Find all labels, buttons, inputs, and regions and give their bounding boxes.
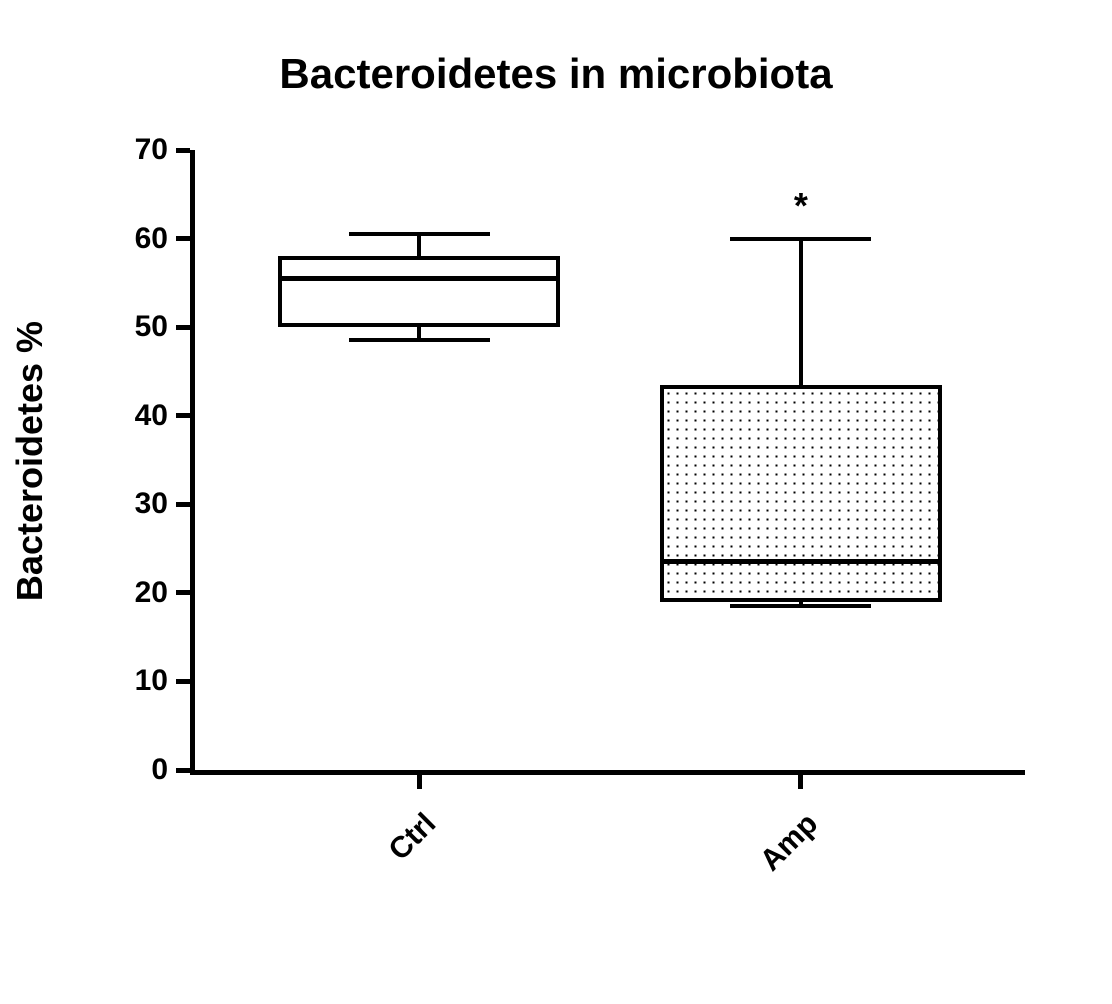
- y-tick: [176, 768, 190, 773]
- whisker-upper-stem: [799, 239, 803, 385]
- y-tick: [176, 236, 190, 241]
- whisker-upper-stem: [417, 234, 421, 256]
- chart-container: Bacteroidetes in microbiota Bacteroidete…: [0, 0, 1112, 1004]
- y-tick-label: 50: [135, 310, 168, 344]
- x-tick: [798, 775, 803, 789]
- y-tick: [176, 679, 190, 684]
- median-line: [660, 559, 942, 564]
- boxplot-box: [278, 256, 560, 327]
- y-tick-label: 70: [135, 133, 168, 167]
- x-axis-line: [190, 770, 1025, 775]
- y-tick: [176, 590, 190, 595]
- y-tick-label: 0: [151, 753, 168, 787]
- y-axis-label: Bacteroidetes %: [9, 211, 51, 711]
- x-tick: [417, 775, 422, 789]
- y-tick-label: 30: [135, 487, 168, 521]
- whisker-upper-cap: [730, 237, 871, 241]
- whisker-lower-cap: [730, 604, 871, 608]
- y-tick: [176, 148, 190, 153]
- y-tick: [176, 413, 190, 418]
- x-tick-label: Amp: [659, 807, 824, 972]
- chart-title: Bacteroidetes in microbiota: [0, 50, 1112, 98]
- y-tick-label: 20: [135, 576, 168, 610]
- y-tick-label: 10: [135, 664, 168, 698]
- y-tick-label: 40: [135, 399, 168, 433]
- x-tick-label: Ctrl: [278, 807, 443, 972]
- y-tick-label: 60: [135, 222, 168, 256]
- y-axis-line: [190, 150, 195, 775]
- whisker-lower-cap: [349, 338, 490, 342]
- y-tick: [176, 502, 190, 507]
- median-line: [278, 276, 560, 281]
- significance-marker: *: [771, 185, 831, 227]
- y-tick: [176, 325, 190, 330]
- boxplot-box: [660, 385, 942, 602]
- whisker-upper-cap: [349, 232, 490, 236]
